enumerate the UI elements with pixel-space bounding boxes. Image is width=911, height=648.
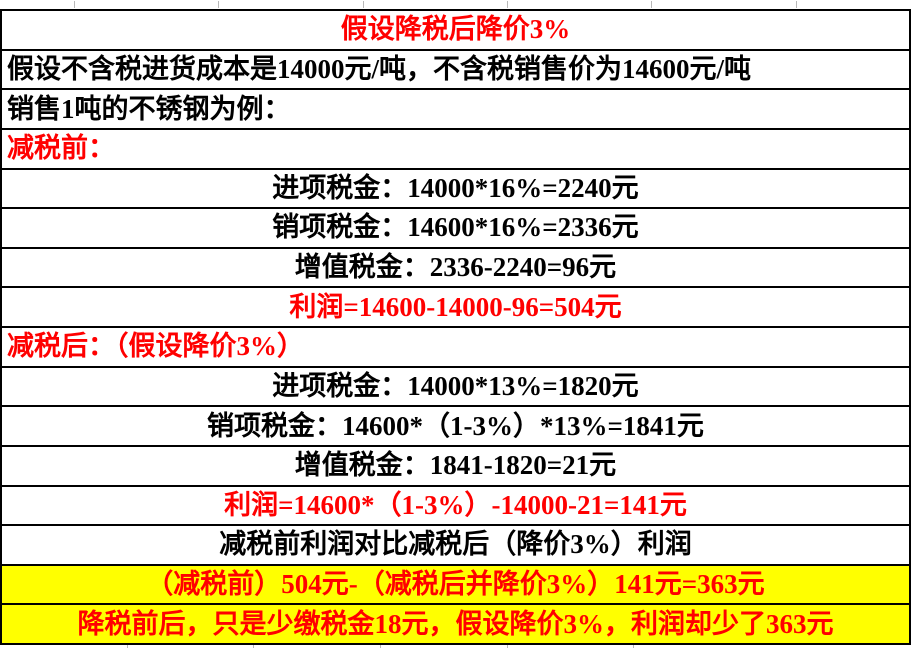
gridline-tick [74, 1, 75, 8]
row-before-vat[interactable]: 增值税金：2336-2240=96元 [2, 246, 909, 287]
row-before-profit[interactable]: 利润=14600-14000-96=504元 [2, 286, 909, 326]
gridline-tick [633, 645, 634, 648]
gridline-tick [363, 1, 364, 8]
row-after-input-tax[interactable]: 进项税金：14000*13%=1820元 [2, 365, 909, 406]
gridline-tick [380, 645, 381, 648]
row-after-vat[interactable]: 增值税金：1841-1820=21元 [2, 444, 909, 485]
row-after-profit[interactable]: 利润=14600*（1-3%）-14000-21=141元 [2, 484, 909, 525]
gridline-strip-bottom [0, 645, 911, 648]
gridline-tick [253, 645, 254, 648]
row-after-tax-cut-header[interactable]: 减税后：（假设降价3%） [2, 326, 909, 366]
row-after-output-tax[interactable]: 销项税金：14600*（1-3%）*13%=1841元 [2, 405, 909, 445]
row-before-input-tax[interactable]: 进项税金：14000*16%=2240元 [2, 167, 909, 208]
gridline-tick [127, 645, 128, 648]
gridline-tick [507, 645, 508, 648]
row-title-assumption[interactable]: 假设降税后降价3% [2, 11, 909, 49]
row-comparison-header[interactable]: 减税前利润对比减税后（降价3%）利润 [2, 524, 909, 564]
gridline-tick [507, 1, 508, 8]
row-example[interactable]: 销售1吨的不锈钢为例： [2, 88, 909, 128]
row-conclusion[interactable]: 降税前后，只是少缴税金18元，假设降价3%，利润却少了363元 [2, 603, 909, 643]
gridline-tick [651, 1, 652, 8]
gridline-tick [796, 1, 797, 8]
gridline-tick [218, 1, 219, 8]
row-before-output-tax[interactable]: 销项税金：14600*16%=2336元 [2, 207, 909, 247]
row-before-tax-cut-header[interactable]: 减税前： [2, 127, 909, 168]
row-cost-assumption[interactable]: 假设不含税进货成本是14000元/吨，不含税销售价为14600元/吨 [2, 48, 909, 89]
row-comparison-result[interactable]: （减税前）504元-（减税后并降价3%）141元=363元 [2, 563, 909, 604]
tax-comparison-table: 假设降税后降价3% 假设不含税进货成本是14000元/吨，不含税销售价为1460… [0, 9, 911, 645]
gridline-strip-top [0, 0, 911, 9]
